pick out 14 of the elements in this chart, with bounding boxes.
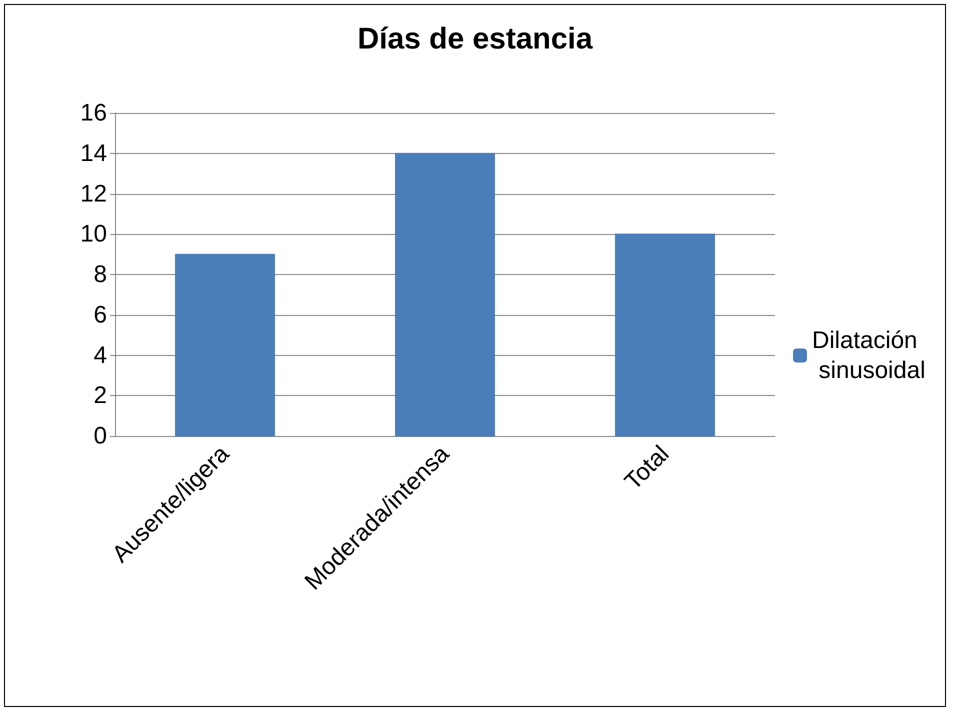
- bar: [175, 254, 275, 436]
- y-tick-label: 2: [94, 382, 107, 410]
- y-tick-label: 10: [80, 220, 107, 248]
- y-tick-label: 0: [94, 422, 107, 450]
- legend-label: Dilatación sinusoidal: [812, 327, 926, 384]
- y-tick-label: 14: [80, 140, 107, 167]
- y-tick-label: 12: [80, 180, 107, 208]
- y-tick-label: 4: [94, 342, 107, 369]
- chart-title: Días de estancia: [357, 22, 593, 56]
- bar: [395, 152, 495, 436]
- bar: [615, 234, 715, 436]
- y-tick-label: 16: [80, 100, 107, 126]
- y-tick-label: 8: [94, 261, 107, 288]
- y-tick-label: 6: [94, 301, 107, 328]
